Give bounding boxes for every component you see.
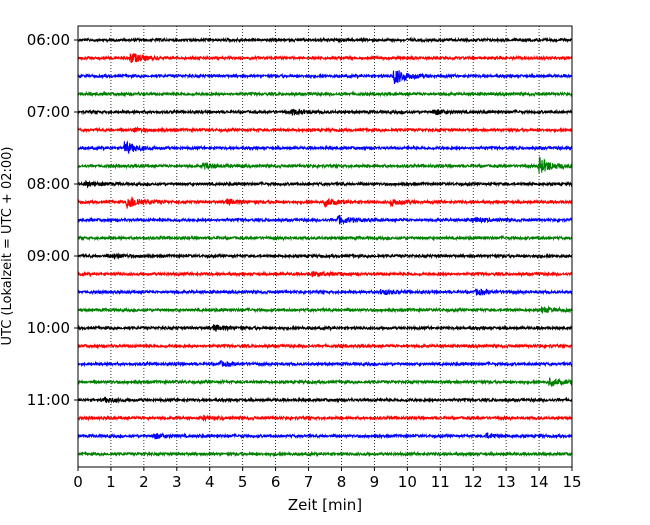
x-tick-label: 2	[139, 473, 149, 491]
plot-frame	[77, 25, 573, 468]
trace-0645	[77, 90, 573, 98]
trace-1115	[77, 414, 573, 423]
trace-0715	[77, 125, 573, 134]
trace-0745	[77, 156, 573, 173]
x-tick-label: 10	[398, 473, 417, 491]
y-tick-label: 06:00	[27, 31, 70, 49]
x-tick-label: 14	[530, 473, 549, 491]
y-tick-label: 11:00	[27, 391, 70, 409]
y-tick-label: 10:00	[27, 319, 70, 337]
x-tick-label: 11	[431, 473, 450, 491]
x-tick-label: 0	[73, 473, 83, 491]
x-axis-label: Zeit [min]	[288, 496, 362, 514]
trace-1030	[77, 360, 573, 368]
y-axis-label: UTC (Lokalzeit = UTC + 02:00)	[0, 147, 15, 346]
trace-0830	[77, 214, 573, 226]
x-tick-label: 1	[106, 473, 116, 491]
x-tick-label: 5	[238, 473, 248, 491]
x-tick-label: 3	[172, 473, 182, 491]
trace-0700	[77, 108, 573, 116]
trace-0730	[77, 140, 573, 155]
x-tick-label: 4	[205, 473, 215, 491]
x-tick-label: 15	[562, 473, 581, 491]
y-axis: 06:00 07:00 08:00 09:00 10:00 11:00	[27, 31, 78, 409]
trace-1100	[77, 396, 573, 404]
trace-layer	[77, 36, 573, 458]
y-tick-label: 08:00	[27, 175, 70, 193]
trace-1145	[77, 450, 573, 458]
y-tick-label: 09:00	[27, 247, 70, 265]
trace-0615	[77, 53, 573, 63]
trace-0915	[77, 270, 573, 278]
x-tick-label: 12	[464, 473, 483, 491]
trace-0600	[77, 36, 573, 44]
x-tick-label: 9	[370, 473, 380, 491]
trace-0930	[77, 288, 573, 297]
trace-0630	[77, 70, 573, 85]
trace-1000	[77, 324, 573, 332]
x-tick-label: 13	[497, 473, 516, 491]
y-tick-label: 07:00	[27, 103, 70, 121]
x-axis: 0 1 2 3 4 5 6 7 8 9 10 11 12 13 14 15	[73, 467, 582, 491]
x-tick-label: 6	[271, 473, 281, 491]
x-tick-label: 8	[337, 473, 347, 491]
trace-0800	[77, 180, 573, 189]
trace-1015	[77, 342, 573, 350]
trace-1130	[77, 432, 573, 440]
x-tick-label: 7	[304, 473, 314, 491]
trace-0900	[77, 252, 573, 260]
trace-0945	[77, 305, 573, 314]
trace-0845	[77, 234, 573, 242]
trace-1045	[77, 377, 573, 387]
trace-0815	[77, 196, 573, 209]
